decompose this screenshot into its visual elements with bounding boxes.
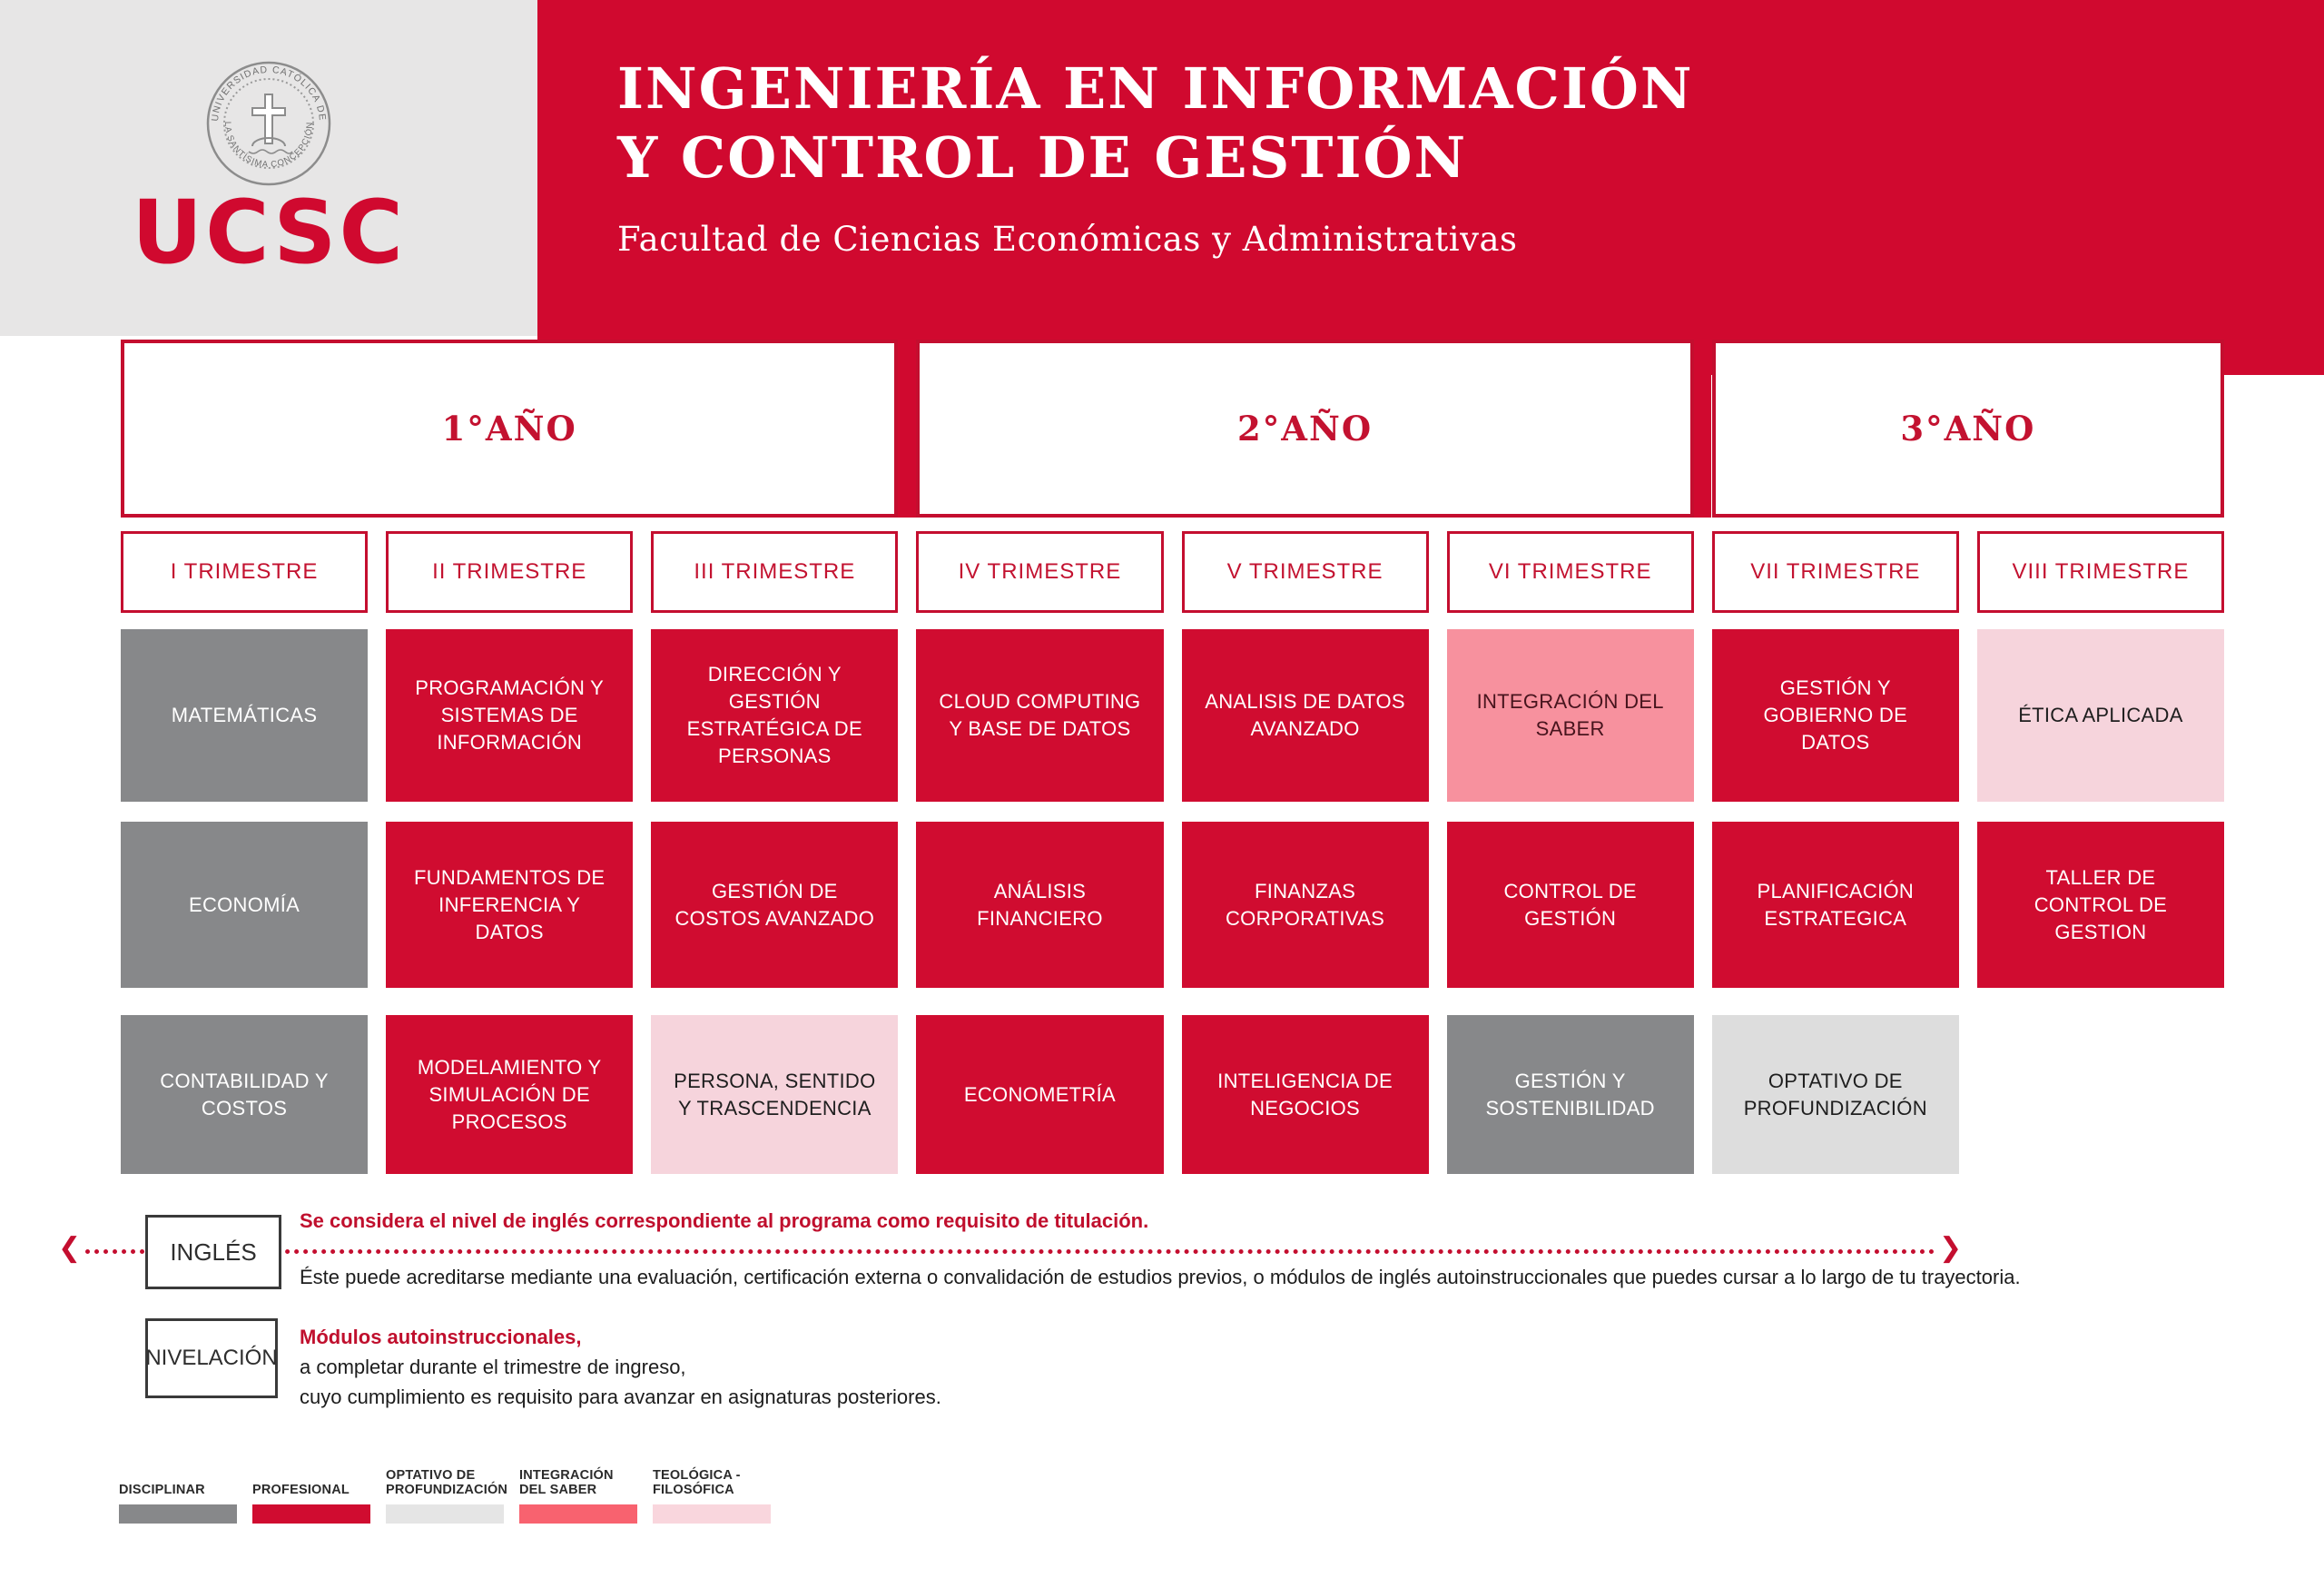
legend-label: TEOLÓGICA - FILOSÓFICA — [653, 1467, 741, 1498]
ucsc-seal-icon: UNIVERSIDAD CATÓLICA DE LA SANTÍSIMA CON… — [206, 61, 331, 186]
trimester-header-3: III TRIMESTRE — [651, 531, 899, 613]
course-cell: FUNDAMENTOS DE INFERENCIA Y DATOS — [386, 822, 634, 988]
dotted-arrow-right-icon: ❯ — [1939, 1232, 1963, 1264]
course-cell: INTELIGENCIA DE NEGOCIOS — [1181, 1015, 1429, 1174]
course-cell: DIRECCIÓN Y GESTIÓN ESTRATÉGICA DE PERSO… — [651, 629, 899, 802]
legend: DISCIPLINAR PROFESIONAL OPTATIVO DE PROF… — [119, 1460, 771, 1524]
course-row-1: MATEMÁTICAS PROGRAMACIÓN Y SISTEMAS DE I… — [121, 629, 2224, 802]
trimester-header-row: I TRIMESTRE II TRIMESTRE III TRIMESTRE I… — [121, 531, 2224, 613]
trimester-header-8: VIII TRIMESTRE — [1976, 531, 2224, 613]
page-title-line2: Y CONTROL DE GESTIÓN — [617, 124, 1468, 191]
page-title-line1: INGENIERÍA EN INFORMACIÓN — [617, 55, 1694, 122]
course-cell: PERSONA, SENTIDO Y TRASCENDENCIA — [651, 1015, 899, 1174]
legend-swatch — [519, 1504, 637, 1524]
course-cell: PLANIFICACIÓN ESTRATEGICA — [1711, 822, 1959, 988]
trimester-header-5: V TRIMESTRE — [1181, 531, 1429, 613]
legend-swatch — [386, 1504, 504, 1524]
legend-swatch — [653, 1504, 771, 1524]
course-row-3: CONTABILIDAD Y COSTOS MODELAMIENTO Y SIM… — [121, 1015, 2224, 1174]
course-row-2: ECONOMÍA FUNDAMENTOS DE INFERENCIA Y DAT… — [121, 822, 2224, 988]
dotted-arrow-line — [85, 1249, 1935, 1254]
ucsc-wordmark: UCSC — [132, 182, 406, 283]
year-header-1: 1°AÑO — [121, 340, 899, 518]
course-cell: OPTATIVO DE PROFUNDIZACIÓN — [1711, 1015, 1959, 1174]
course-cell: CLOUD COMPUTING Y BASE DE DATOS — [916, 629, 1164, 802]
trimester-header-7: VII TRIMESTRE — [1711, 531, 1959, 613]
course-cell: CONTROL DE GESTIÓN — [1446, 822, 1694, 988]
legend-label: OPTATIVO DE PROFUNDIZACIÓN — [386, 1467, 508, 1498]
legend-item-teologica: TEOLÓGICA - FILOSÓFICA — [653, 1460, 771, 1524]
legend-item-optativo: OPTATIVO DE PROFUNDIZACIÓN — [386, 1460, 508, 1524]
course-cell: ECONOMÍA — [121, 822, 369, 988]
nivelacion-line3: cuyo cumplimiento es requisito para avan… — [300, 1386, 941, 1408]
course-cell: ÉTICA APLICADA — [1976, 629, 2224, 802]
ingles-box: INGLÉS — [145, 1215, 281, 1289]
nivelacion-bold-line: Módulos autoinstruccionales, — [300, 1326, 582, 1348]
page-subtitle: Facultad de Ciencias Económicas y Admini… — [617, 220, 1518, 259]
legend-item-profesional: PROFESIONAL — [252, 1460, 370, 1524]
course-cell: INTEGRACIÓN DEL SABER — [1446, 629, 1694, 802]
legend-item-integracion: INTEGRACIÓN DEL SABER — [519, 1460, 637, 1524]
header-logo-panel: UNIVERSIDAD CATÓLICA DE LA SANTÍSIMA CON… — [0, 0, 537, 336]
course-cell: GESTIÓN DE COSTOS AVANZADO — [651, 822, 899, 988]
year-header-row: 1°AÑO 2°AÑO 3°AÑO — [121, 340, 2224, 518]
trimester-header-4: IV TRIMESTRE — [916, 531, 1164, 613]
nivelacion-text: Módulos autoinstruccionales, a completar… — [300, 1322, 941, 1412]
year-gap-filler — [1693, 340, 1711, 518]
trimester-header-1: I TRIMESTRE — [121, 531, 369, 613]
course-cell: ECONOMETRÍA — [916, 1015, 1164, 1174]
course-cell: TALLER DE CONTROL DE GESTION — [1976, 822, 2224, 988]
legend-label: INTEGRACIÓN DEL SABER — [519, 1467, 614, 1498]
ingles-requirement-text: Se considera el nivel de inglés correspo… — [300, 1209, 1149, 1232]
course-cell: GESTIÓN Y SOSTENIBILIDAD — [1446, 1015, 1694, 1174]
course-cell: CONTABILIDAD Y COSTOS — [121, 1015, 369, 1174]
ingles-detail-text: Éste puede acreditarse mediante una eval… — [300, 1266, 2021, 1288]
seal-cross-icon — [248, 94, 293, 154]
legend-item-disciplinar: DISCIPLINAR — [119, 1460, 237, 1524]
course-cell: FINANZAS CORPORATIVAS — [1181, 822, 1429, 988]
nivelacion-box: NIVELACIÓN — [145, 1318, 278, 1398]
legend-swatch — [119, 1504, 237, 1524]
course-cell: GESTIÓN Y GOBIERNO DE DATOS — [1711, 629, 1959, 802]
trimester-header-2: II TRIMESTRE — [386, 531, 634, 613]
legend-label: DISCIPLINAR — [119, 1483, 205, 1498]
year-gap-filler — [898, 340, 916, 518]
dotted-arrow-left-icon: ❮ — [58, 1232, 82, 1264]
year-header-3: 3°AÑO — [1711, 340, 2224, 518]
legend-label: PROFESIONAL — [252, 1483, 350, 1498]
course-cell: ANÁLISIS FINANCIERO — [916, 822, 1164, 988]
course-cell: MODELAMIENTO Y SIMULACIÓN DE PROCESOS — [386, 1015, 634, 1174]
course-cell: PROGRAMACIÓN Y SISTEMAS DE INFORMACIÓN — [386, 629, 634, 802]
nivelacion-line2: a completar durante el trimestre de ingr… — [300, 1356, 686, 1378]
course-cell — [1977, 1015, 2224, 1174]
course-cell: ANALISIS DE DATOS AVANZADO — [1181, 629, 1429, 802]
course-cell: MATEMÁTICAS — [121, 629, 369, 802]
year-header-2: 2°AÑO — [916, 340, 1694, 518]
curriculum-grid: 1°AÑO 2°AÑO 3°AÑO I TRIMESTRE II TRIMEST… — [121, 340, 2224, 1174]
header-title-panel: INGENIERÍA EN INFORMACIÓN Y CONTROL DE G… — [537, 0, 2324, 375]
trimester-header-6: VI TRIMESTRE — [1446, 531, 1694, 613]
legend-swatch — [252, 1504, 370, 1524]
